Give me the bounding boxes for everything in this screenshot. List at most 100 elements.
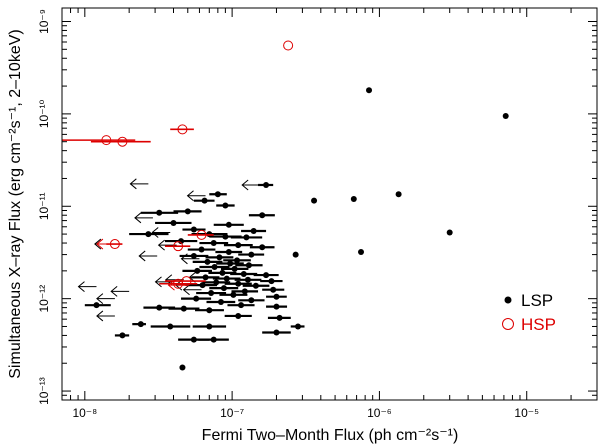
- lsp-data-point: [263, 272, 270, 279]
- lsp-data-point: [137, 321, 144, 328]
- lsp-data-point: [225, 221, 232, 228]
- x-tick-label: 10⁻⁸: [72, 406, 97, 420]
- lsp-data-point: [156, 304, 163, 311]
- lsp-data-point: [234, 257, 241, 264]
- lsp-data-point: [235, 242, 242, 249]
- lsp-data-point: [217, 299, 224, 306]
- lsp-data-point: [366, 87, 373, 94]
- lsp-data-point: [190, 226, 197, 233]
- lsp-data-point: [206, 307, 213, 314]
- lsp-upper-limit-arrow: [134, 212, 153, 224]
- lsp-data-point: [156, 209, 163, 216]
- lsp-data-point: [252, 282, 259, 289]
- lsp-data-point: [235, 280, 242, 287]
- lsp-data-point: [263, 181, 270, 188]
- lsp-data-point: [190, 252, 197, 259]
- lsp-data-point: [276, 314, 283, 321]
- legend-label-hsp: HSP: [521, 315, 556, 334]
- lsp-data-point: [211, 264, 218, 271]
- legend: LSP HSP: [502, 291, 556, 334]
- lsp-data-point: [206, 323, 213, 330]
- lsp-data-point: [245, 262, 252, 269]
- lsp-data-point: [238, 302, 245, 309]
- lsp-data-point: [243, 234, 250, 241]
- hsp-data-point: [283, 40, 294, 51]
- lsp-data-point: [235, 312, 242, 319]
- lsp-data-point: [167, 323, 174, 330]
- lsp-data-point: [395, 191, 402, 198]
- lsp-data-point: [350, 195, 357, 202]
- lsp-data-point: [273, 293, 280, 300]
- lsp-upper-limit-arrow: [182, 284, 202, 296]
- lsp-data-point: [193, 295, 200, 302]
- hsp-data-point: [177, 124, 188, 135]
- lsp-data-point: [311, 197, 318, 204]
- legend-label-lsp: LSP: [521, 291, 553, 310]
- lsp-data-point: [273, 303, 280, 310]
- x-axis-label: Fermi Two–Month Flux (ph cm⁻²s⁻¹): [202, 427, 459, 444]
- y-tick-label: 10⁻¹⁰: [37, 99, 51, 128]
- lsp-upper-limit-arrow: [186, 190, 206, 202]
- lsp-data-point: [502, 112, 509, 119]
- x-tick-label: 10⁻⁵: [514, 406, 539, 420]
- lsp-data-point: [213, 279, 220, 286]
- lsp-data-point: [179, 364, 186, 371]
- lsp-data-point: [240, 270, 247, 277]
- lsp-upper-limit-arrow: [180, 253, 200, 265]
- lsp-upper-limit-arrow: [129, 178, 149, 190]
- lsp-data-point: [259, 244, 266, 251]
- lsp-data-point: [170, 219, 177, 226]
- lsp-data-point: [223, 275, 230, 282]
- lsp-upper-limit-arrow: [96, 293, 115, 305]
- lsp-data-point: [204, 258, 211, 265]
- lsp-data-point: [201, 197, 208, 204]
- lsp-data-point: [231, 265, 238, 272]
- lsp-data-point: [268, 278, 275, 285]
- lsp-data-point: [222, 233, 229, 240]
- axis-ticks: [61, 8, 597, 401]
- hsp-upper-limit-arrow: [96, 238, 115, 250]
- lsp-data-point: [194, 267, 201, 274]
- lsp-data-point: [199, 282, 206, 289]
- lsp-data-point: [216, 254, 223, 261]
- lsp-data-point: [178, 238, 185, 245]
- y-axis-label: Simultaneous X–ray Flux (erg cm⁻²s⁻¹, 2–…: [7, 29, 24, 378]
- hsp-data-point: [101, 135, 112, 146]
- lsp-data-point: [273, 329, 280, 336]
- lsp-upper-limit-arrow: [241, 179, 261, 191]
- lsp-data-point: [184, 208, 191, 215]
- hsp-data-point: [196, 229, 207, 240]
- lsp-data-point: [259, 212, 266, 219]
- lsp-data-point: [358, 248, 365, 255]
- hsp-upper-limit-arrow: [167, 279, 187, 291]
- lsp-data-point: [230, 291, 237, 298]
- lsp-data-point: [119, 332, 126, 339]
- lsp-upper-limit-arrow: [151, 227, 171, 238]
- lsp-data-point: [190, 336, 197, 343]
- lsp-data-point: [446, 229, 453, 236]
- lsp-upper-limit-arrow: [110, 285, 130, 297]
- lsp-data-point: [225, 248, 232, 255]
- lsp-data-point: [248, 297, 255, 304]
- lsp-data-point: [210, 240, 217, 247]
- y-tick-label: 10⁻⁹: [37, 9, 51, 34]
- hsp-data-point: [173, 241, 184, 252]
- y-tick-label: 10⁻¹²: [37, 285, 51, 313]
- lsp-data-point: [145, 231, 152, 238]
- lsp-data-point: [220, 285, 227, 292]
- lsp-data-point: [198, 246, 205, 253]
- plot-frame: [61, 7, 598, 401]
- lsp-upper-limit-arrow: [96, 310, 115, 322]
- x-tick-label: 10⁻⁶: [367, 406, 392, 420]
- legend-marker-lsp: [504, 296, 512, 304]
- lsp-data-point: [250, 227, 257, 234]
- lsp-data-point: [222, 202, 229, 209]
- lsp-data-point: [227, 260, 234, 267]
- hsp-data-point: [173, 278, 184, 289]
- lsp-upper-limit-arrow: [77, 281, 97, 293]
- lsp-data-point: [270, 286, 277, 293]
- y-tick-label: 10⁻¹¹: [37, 192, 51, 220]
- lsp-data-point: [210, 336, 217, 343]
- hsp-data-point: [117, 136, 128, 147]
